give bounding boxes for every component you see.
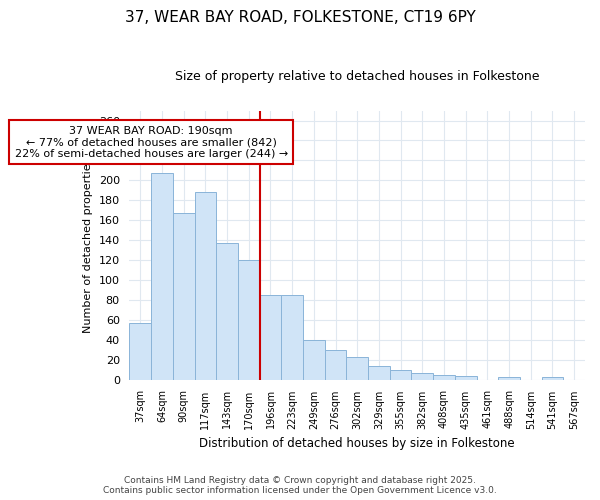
Text: Contains HM Land Registry data © Crown copyright and database right 2025.
Contai: Contains HM Land Registry data © Crown c…	[103, 476, 497, 495]
Bar	[346, 356, 368, 380]
Y-axis label: Number of detached properties: Number of detached properties	[83, 158, 93, 333]
Bar	[498, 376, 520, 380]
X-axis label: Distribution of detached houses by size in Folkestone: Distribution of detached houses by size …	[199, 437, 515, 450]
Bar	[412, 372, 433, 380]
Bar	[130, 323, 151, 380]
Bar	[542, 376, 563, 380]
Title: Size of property relative to detached houses in Folkestone: Size of property relative to detached ho…	[175, 70, 539, 83]
Bar	[173, 213, 194, 380]
Bar	[151, 174, 173, 380]
Bar	[390, 370, 412, 380]
Bar	[433, 374, 455, 380]
Bar	[194, 192, 216, 380]
Bar	[368, 366, 390, 380]
Bar	[238, 260, 260, 380]
Bar	[281, 295, 303, 380]
Text: 37 WEAR BAY ROAD: 190sqm
← 77% of detached houses are smaller (842)
22% of semi-: 37 WEAR BAY ROAD: 190sqm ← 77% of detach…	[14, 126, 288, 158]
Bar	[260, 295, 281, 380]
Bar	[216, 243, 238, 380]
Bar	[325, 350, 346, 380]
Text: 37, WEAR BAY ROAD, FOLKESTONE, CT19 6PY: 37, WEAR BAY ROAD, FOLKESTONE, CT19 6PY	[125, 10, 475, 25]
Bar	[455, 376, 476, 380]
Bar	[303, 340, 325, 380]
